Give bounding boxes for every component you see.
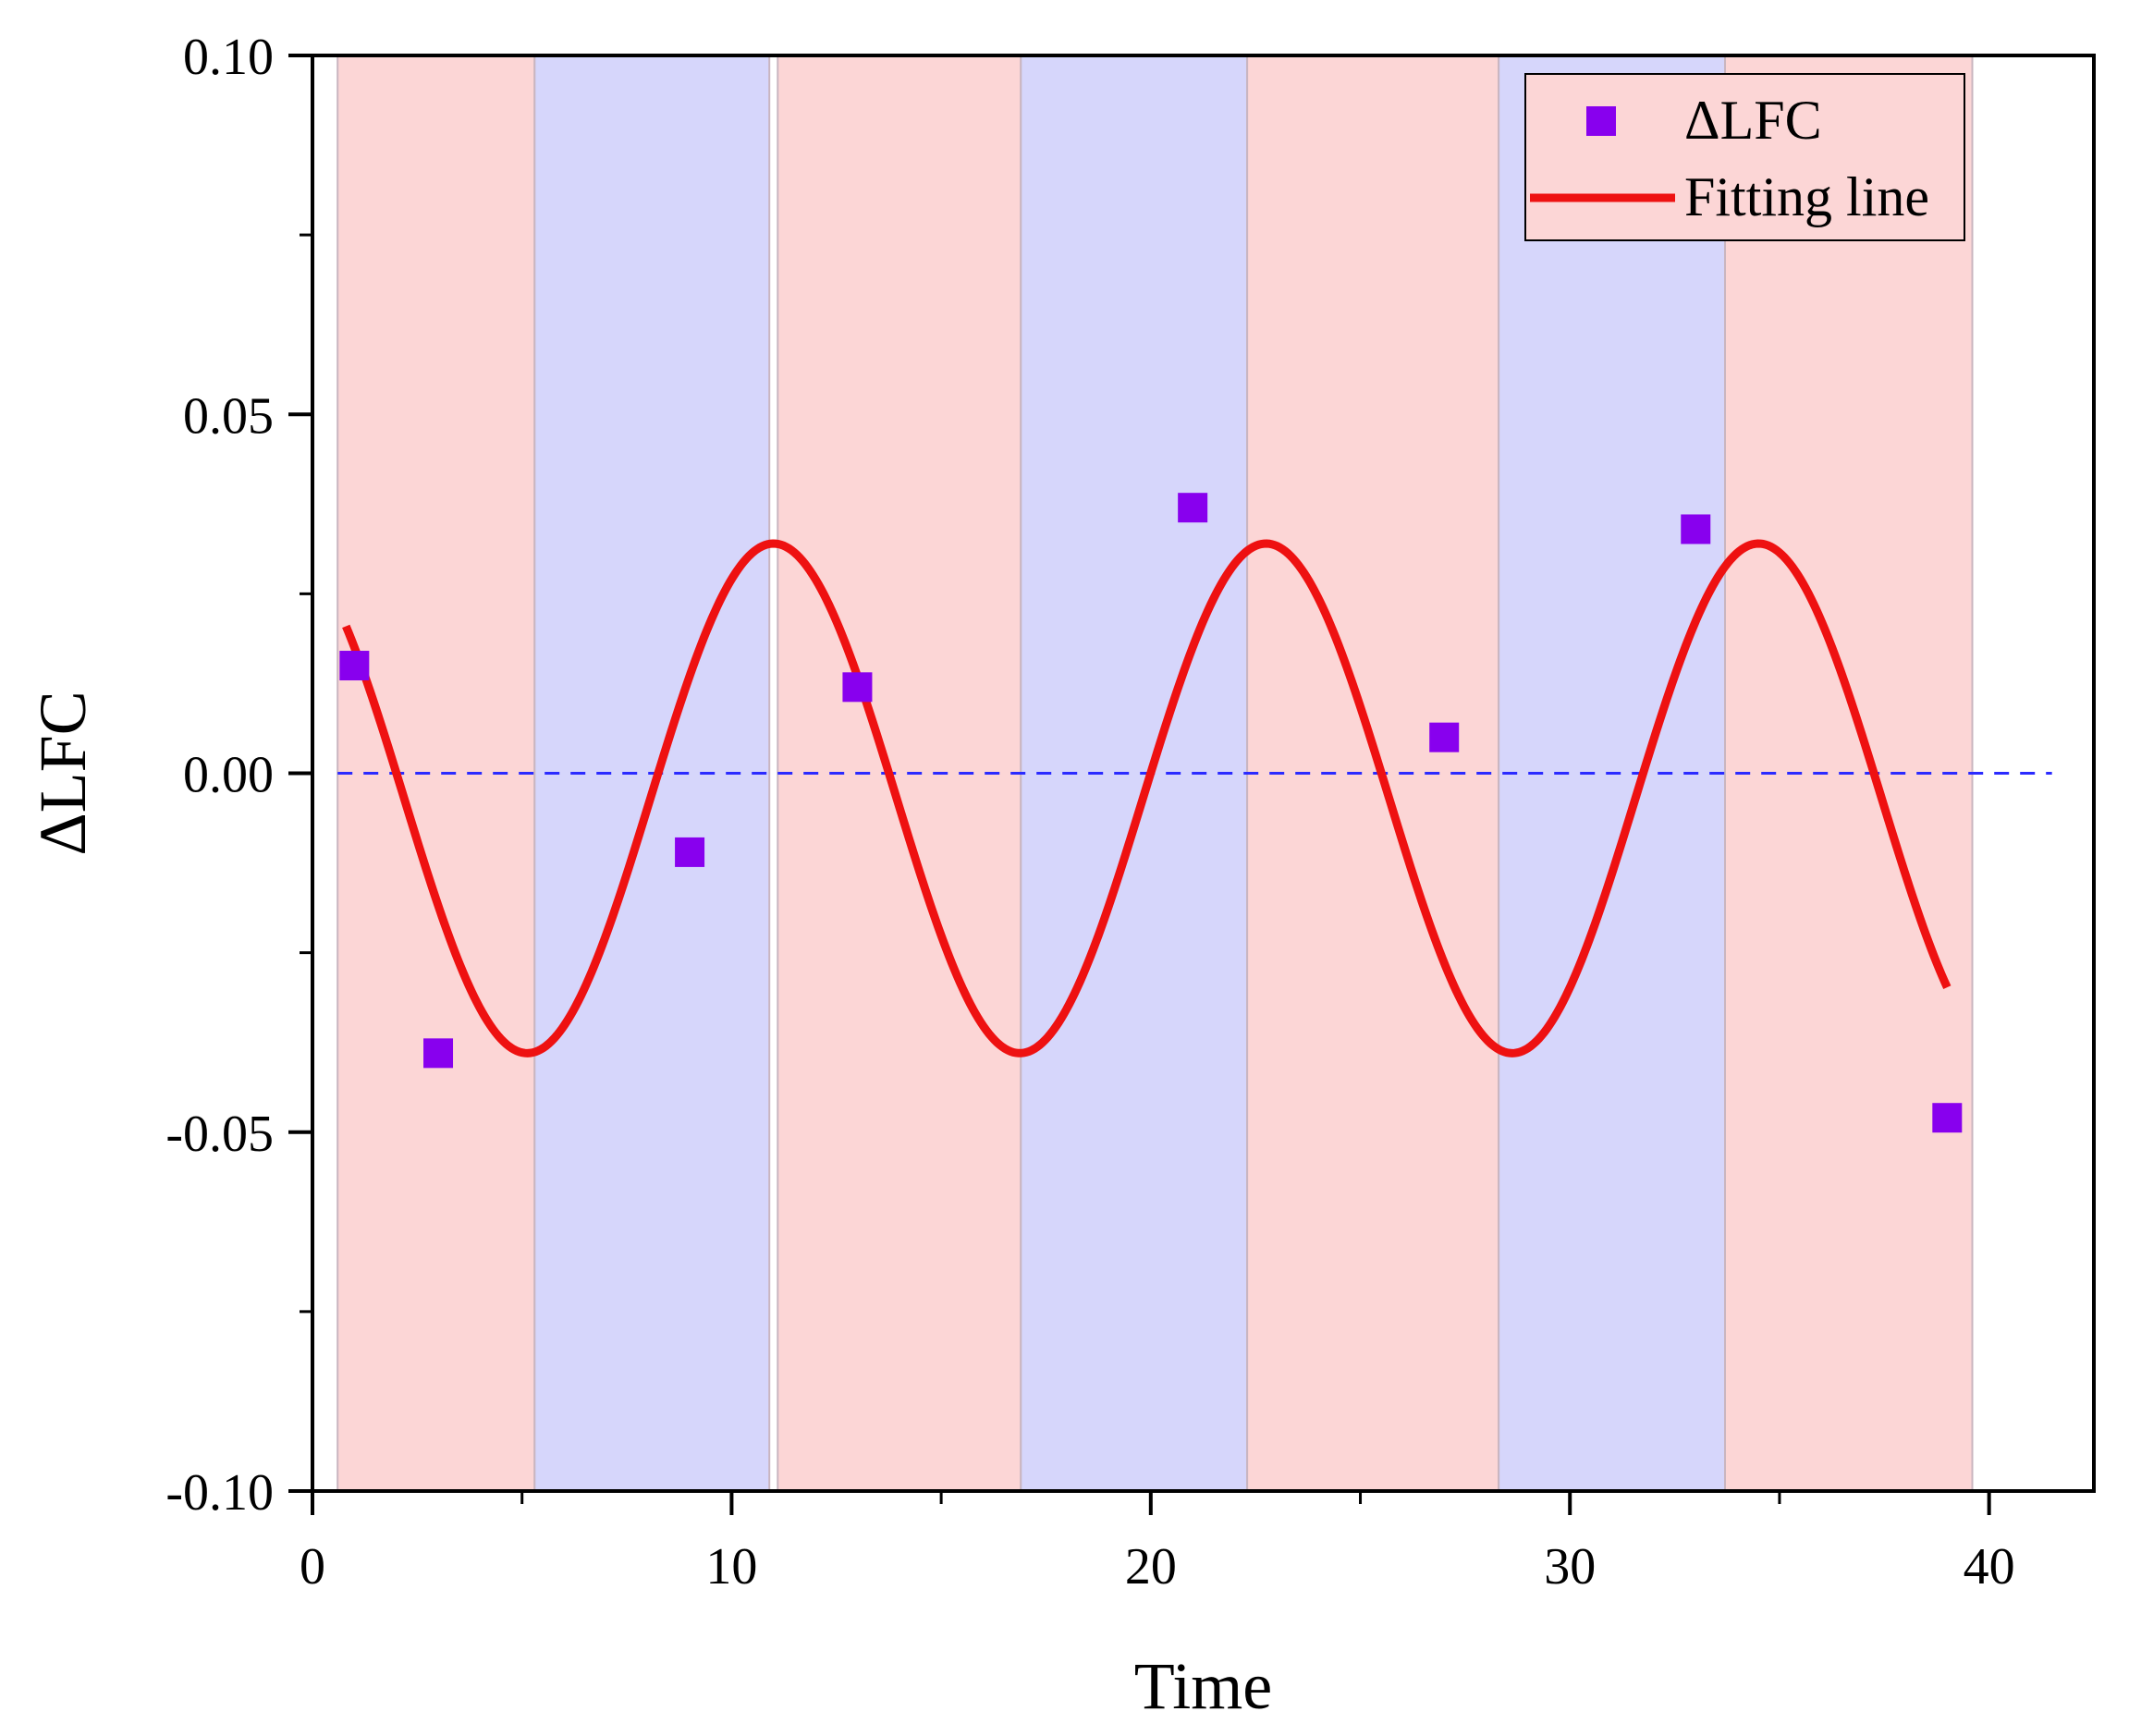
x-tick-label-2: 20 (1125, 1538, 1177, 1595)
y-tick-label-3: 0.05 (183, 387, 274, 445)
legend: ΔLFC Fitting line (1524, 73, 1965, 241)
data-points (339, 493, 1963, 1133)
x-tick-label-0: 0 (300, 1538, 325, 1595)
legend-label-delta-lfc: ΔLFC (1684, 90, 1822, 151)
x-tick-label-3: 30 (1544, 1538, 1596, 1595)
y-tick-label-2: 0.00 (183, 747, 274, 804)
data-point-2 (675, 837, 705, 867)
shaded-bands (336, 55, 1974, 1492)
x-tick-label-4: 40 (1964, 1538, 2015, 1595)
data-point-5 (1429, 722, 1460, 752)
y-axis-title: ΔLFC (26, 691, 100, 855)
x-axis-title: Time (1134, 1649, 1272, 1723)
legend-square-marker (1586, 106, 1616, 136)
data-point-4 (1178, 493, 1208, 523)
data-point-3 (842, 672, 873, 703)
y-tick-label-1: -0.05 (165, 1106, 274, 1163)
data-point-7 (1932, 1103, 1963, 1133)
shaded-band-3 (1020, 55, 1249, 1492)
legend-box (1524, 73, 1965, 241)
y-tick-label-4: 0.10 (183, 29, 274, 86)
y-axis-ticks: -0.10 -0.05 0.00 0.05 0.10 (165, 29, 312, 1522)
y-tick-label-0: -0.10 (165, 1464, 274, 1522)
fitting-line (342, 539, 1952, 1057)
x-tick-label-1: 10 (705, 1538, 757, 1595)
legend-label-fitting-line: Fitting line (1684, 166, 1929, 227)
x-axis-ticks: 0 10 20 30 40 (300, 1491, 2015, 1595)
data-point-1 (423, 1038, 454, 1069)
data-point-0 (339, 651, 370, 681)
data-point-6 (1681, 514, 1711, 544)
